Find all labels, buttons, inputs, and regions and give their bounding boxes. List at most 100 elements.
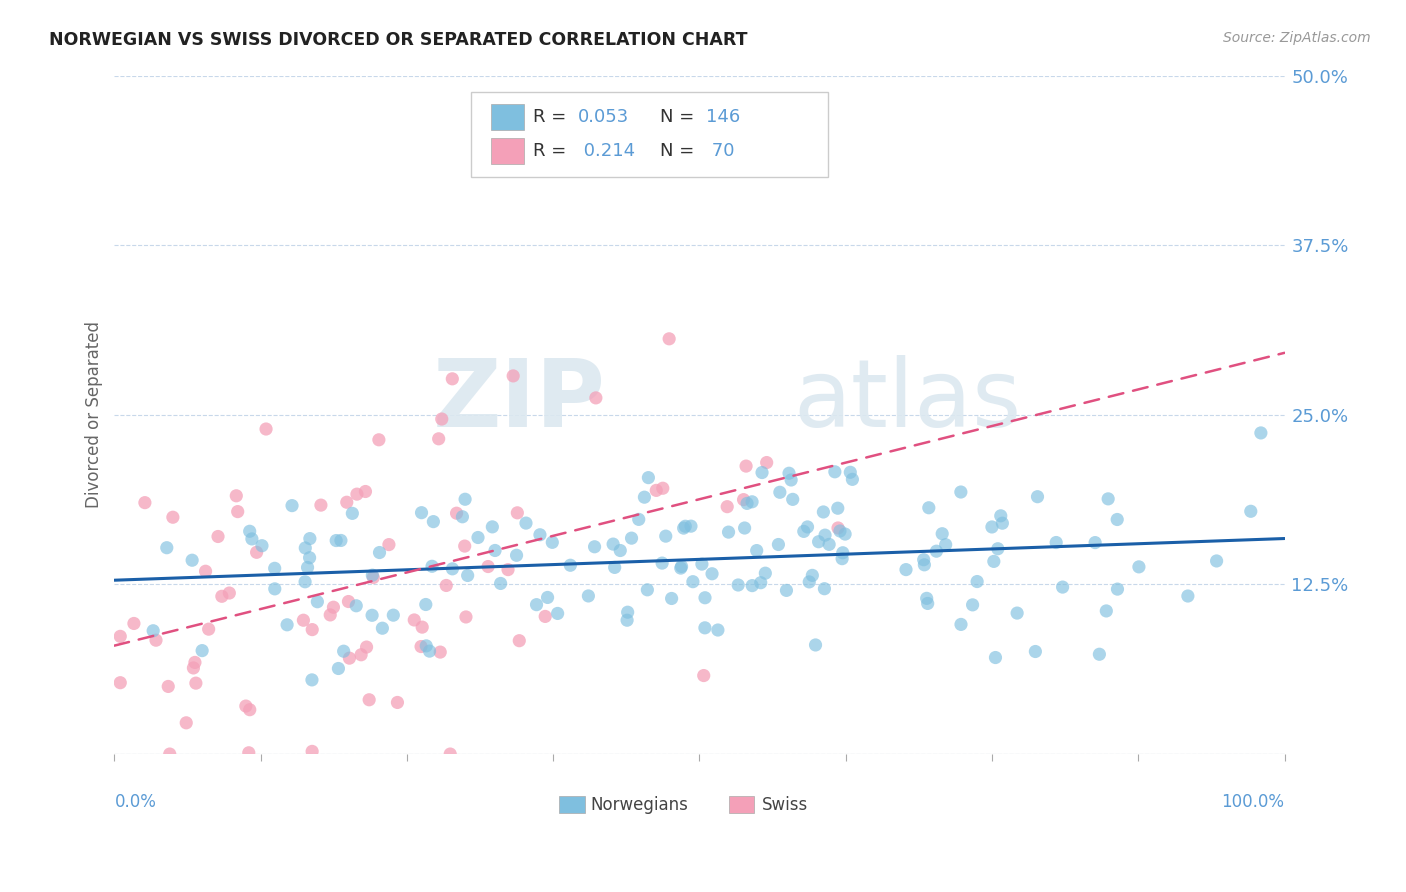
Point [782, 492, 804, 507]
Point [778, 467, 800, 481]
Point [240, 532, 263, 546]
Point [218, 586, 240, 600]
Point [602, 537, 624, 551]
Point [645, 483, 668, 498]
Y-axis label: Divorced or Separated: Divorced or Separated [86, 321, 103, 508]
Point [717, 525, 740, 540]
Text: 146: 146 [706, 108, 741, 126]
Point [329, 533, 352, 548]
Point [651, 556, 673, 570]
Point [603, 560, 626, 574]
Point [915, 591, 938, 606]
Point [239, 524, 262, 539]
Point [332, 644, 354, 658]
Point [263, 561, 285, 575]
Point [235, 699, 257, 714]
Point [254, 422, 277, 436]
Text: Norwegians: Norwegians [591, 796, 689, 814]
Point [197, 622, 219, 636]
Point [411, 620, 433, 634]
Point [508, 633, 530, 648]
Point [194, 564, 217, 578]
Point [541, 535, 564, 549]
Point [367, 433, 389, 447]
Point [754, 566, 776, 581]
Point [828, 524, 851, 538]
Point [489, 576, 512, 591]
Point [651, 481, 673, 495]
Point [419, 644, 441, 658]
Bar [728, 797, 755, 814]
Point [616, 613, 638, 627]
Point [309, 498, 332, 512]
Point [239, 703, 262, 717]
Point [496, 563, 519, 577]
Point [484, 543, 506, 558]
Point [301, 744, 323, 758]
Point [1128, 559, 1150, 574]
Point [134, 496, 156, 510]
Point [354, 484, 377, 499]
Point [693, 591, 716, 605]
Point [110, 675, 132, 690]
Point [827, 521, 849, 535]
Point [411, 506, 433, 520]
Point [439, 747, 461, 761]
Point [361, 568, 384, 582]
Point [560, 558, 582, 573]
Point [181, 553, 204, 567]
Point [297, 560, 319, 574]
Point [184, 656, 207, 670]
Point [813, 582, 835, 596]
Point [502, 368, 524, 383]
Point [378, 538, 401, 552]
Point [658, 332, 681, 346]
Point [727, 578, 749, 592]
Point [980, 520, 1002, 534]
Point [1107, 512, 1129, 526]
Point [983, 554, 1005, 568]
Point [207, 529, 229, 543]
Point [371, 621, 394, 635]
Point [427, 432, 450, 446]
Point [526, 598, 548, 612]
Text: R =: R = [533, 108, 572, 126]
Point [246, 545, 269, 559]
Bar [560, 797, 585, 814]
Point [749, 575, 772, 590]
Text: NORWEGIAN VS SWISS DIVORCED OR SEPARATED CORRELATION CHART: NORWEGIAN VS SWISS DIVORCED OR SEPARATED… [49, 31, 748, 49]
Point [1024, 644, 1046, 658]
Text: 100.0%: 100.0% [1222, 793, 1285, 811]
Point [834, 527, 856, 541]
Point [949, 617, 972, 632]
Point [751, 466, 773, 480]
Point [912, 552, 935, 566]
Point [346, 487, 368, 501]
Point [813, 505, 835, 519]
Point [529, 528, 551, 542]
Point [294, 541, 316, 555]
Text: N =: N = [659, 142, 700, 160]
Point [755, 456, 778, 470]
Point [637, 470, 659, 484]
Text: N =: N = [659, 108, 700, 126]
Text: Source: ZipAtlas.com: Source: ZipAtlas.com [1223, 31, 1371, 45]
Point [1097, 491, 1119, 506]
Text: 0.0%: 0.0% [114, 793, 156, 811]
Point [935, 538, 957, 552]
Point [454, 539, 477, 553]
Point [110, 629, 132, 643]
Point [966, 574, 988, 589]
Point [281, 499, 304, 513]
Point [796, 520, 818, 534]
Point [827, 501, 849, 516]
Point [547, 607, 569, 621]
Point [506, 506, 529, 520]
Point [620, 531, 643, 545]
Point [804, 638, 827, 652]
Point [801, 568, 824, 582]
Point [917, 596, 939, 610]
Bar [491, 138, 524, 164]
Point [145, 633, 167, 648]
Point [673, 519, 696, 533]
